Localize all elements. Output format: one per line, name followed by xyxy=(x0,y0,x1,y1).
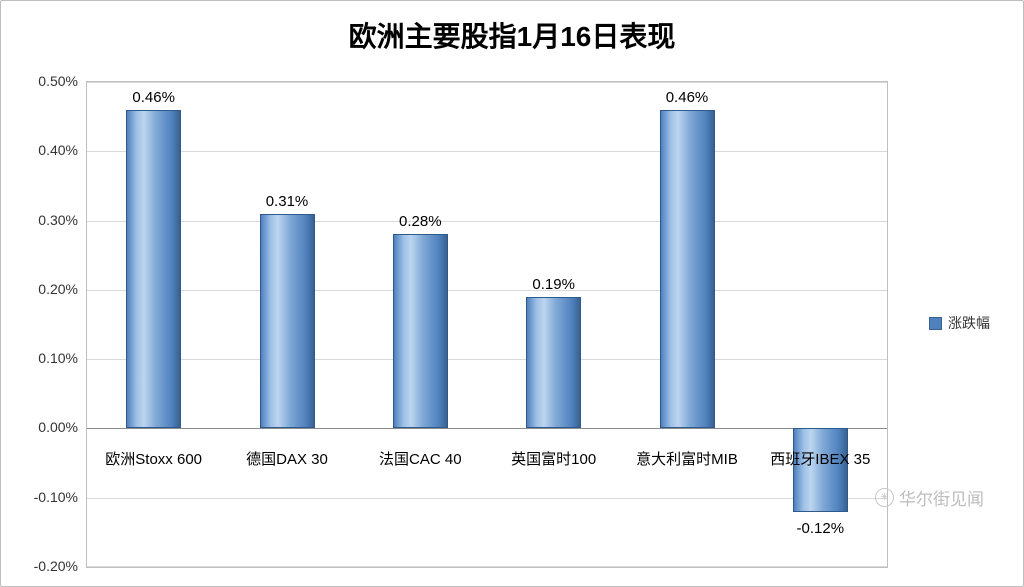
category-label: 西班牙IBEX 35 xyxy=(770,451,871,469)
data-label: 0.46% xyxy=(665,88,709,106)
watermark-text: 华尔街见闻 xyxy=(899,490,984,509)
y-tick-label: -0.20% xyxy=(33,558,78,574)
data-label: 0.28% xyxy=(399,213,442,231)
legend-label: 涨跌幅 xyxy=(948,315,990,331)
data-label: 0.46% xyxy=(132,88,175,106)
y-tick-label: 0.20% xyxy=(38,280,78,297)
bar-意大利富时MIB xyxy=(659,109,715,429)
y-tick-label: 0.00% xyxy=(38,419,78,436)
y-tick-label: 0.30% xyxy=(38,211,78,228)
gridline xyxy=(87,359,887,361)
y-tick-label: 0.40% xyxy=(38,142,78,159)
category-label: 意大利富时MIB xyxy=(636,451,738,469)
category-label: 法国CAC 40 xyxy=(379,451,462,469)
y-tick-label: 0.50% xyxy=(38,73,78,89)
watermark-icon: ✳ xyxy=(875,488,894,507)
chart-title: 欧洲主要股指1月16日表现 xyxy=(348,21,676,52)
gridline xyxy=(87,151,887,153)
data-label: 0.19% xyxy=(532,275,575,293)
bar-法国CAC 40 xyxy=(392,234,448,429)
legend-swatch xyxy=(929,316,942,330)
gridline xyxy=(87,82,887,83)
bar-德国DAX 30 xyxy=(259,213,315,429)
category-label: 欧洲Stoxx 600 xyxy=(105,451,203,469)
gridline xyxy=(87,566,887,567)
category-label: 德国DAX 30 xyxy=(246,451,328,469)
data-label: -0.12% xyxy=(796,519,845,537)
y-tick-label: -0.10% xyxy=(33,488,78,505)
bar-欧洲Stoxx 600 xyxy=(126,109,182,429)
watermark: ✳ 华尔街见闻 xyxy=(875,485,984,510)
data-label: 0.31% xyxy=(265,192,309,210)
bar-西班牙IBEX 35 xyxy=(792,428,848,512)
category-label: 英国富时100 xyxy=(511,451,597,469)
gridline xyxy=(87,289,887,291)
zero-axis-line xyxy=(87,428,887,430)
gridline xyxy=(87,220,887,222)
bar-英国富时100 xyxy=(526,296,582,429)
legend: 涨跌幅 xyxy=(929,313,990,333)
plot-area: 0.46% 欧洲Stoxx 600 0.31% 德国DAX 30 0.28% 法国CAC … xyxy=(86,81,888,568)
gridline xyxy=(87,497,887,499)
y-tick-label: 0.10% xyxy=(38,350,78,367)
